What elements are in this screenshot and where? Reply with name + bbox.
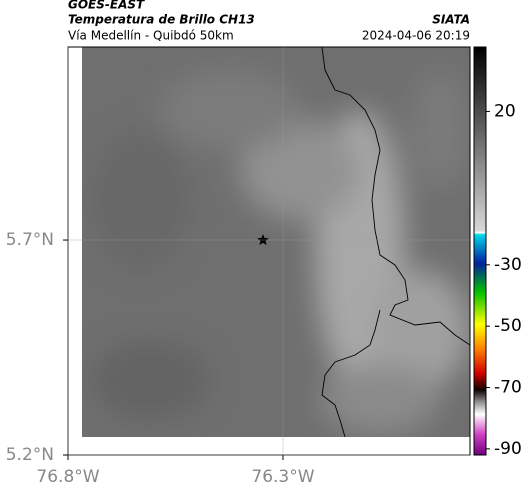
route: Vía Medellín - Quibdó 50km bbox=[68, 29, 234, 43]
subtitle: Temperatura de Brillo CH13 bbox=[68, 13, 255, 27]
colorbar-tick-label: -50 bbox=[494, 316, 522, 336]
colorbar-tick-label: -90 bbox=[494, 439, 522, 459]
colorbar-tick-label: -30 bbox=[494, 255, 522, 275]
satellite-image bbox=[82, 47, 470, 437]
colorbar-tick-label: 20 bbox=[494, 101, 516, 121]
colorbar-tick-label: -70 bbox=[494, 378, 522, 398]
title: GOES-EAST bbox=[68, 0, 145, 12]
timestamp: 2024-04-06 20:19 bbox=[362, 29, 470, 43]
colorbar bbox=[473, 46, 487, 456]
location-marker bbox=[257, 234, 269, 246]
x-tick-label: 76.3°W bbox=[251, 467, 314, 487]
y-tick-label: 5.2°N bbox=[6, 445, 54, 465]
x-tick-label: 76.8°W bbox=[36, 467, 99, 487]
source: SIATA bbox=[432, 13, 470, 27]
y-tick-label: 5.7°N bbox=[6, 230, 54, 250]
